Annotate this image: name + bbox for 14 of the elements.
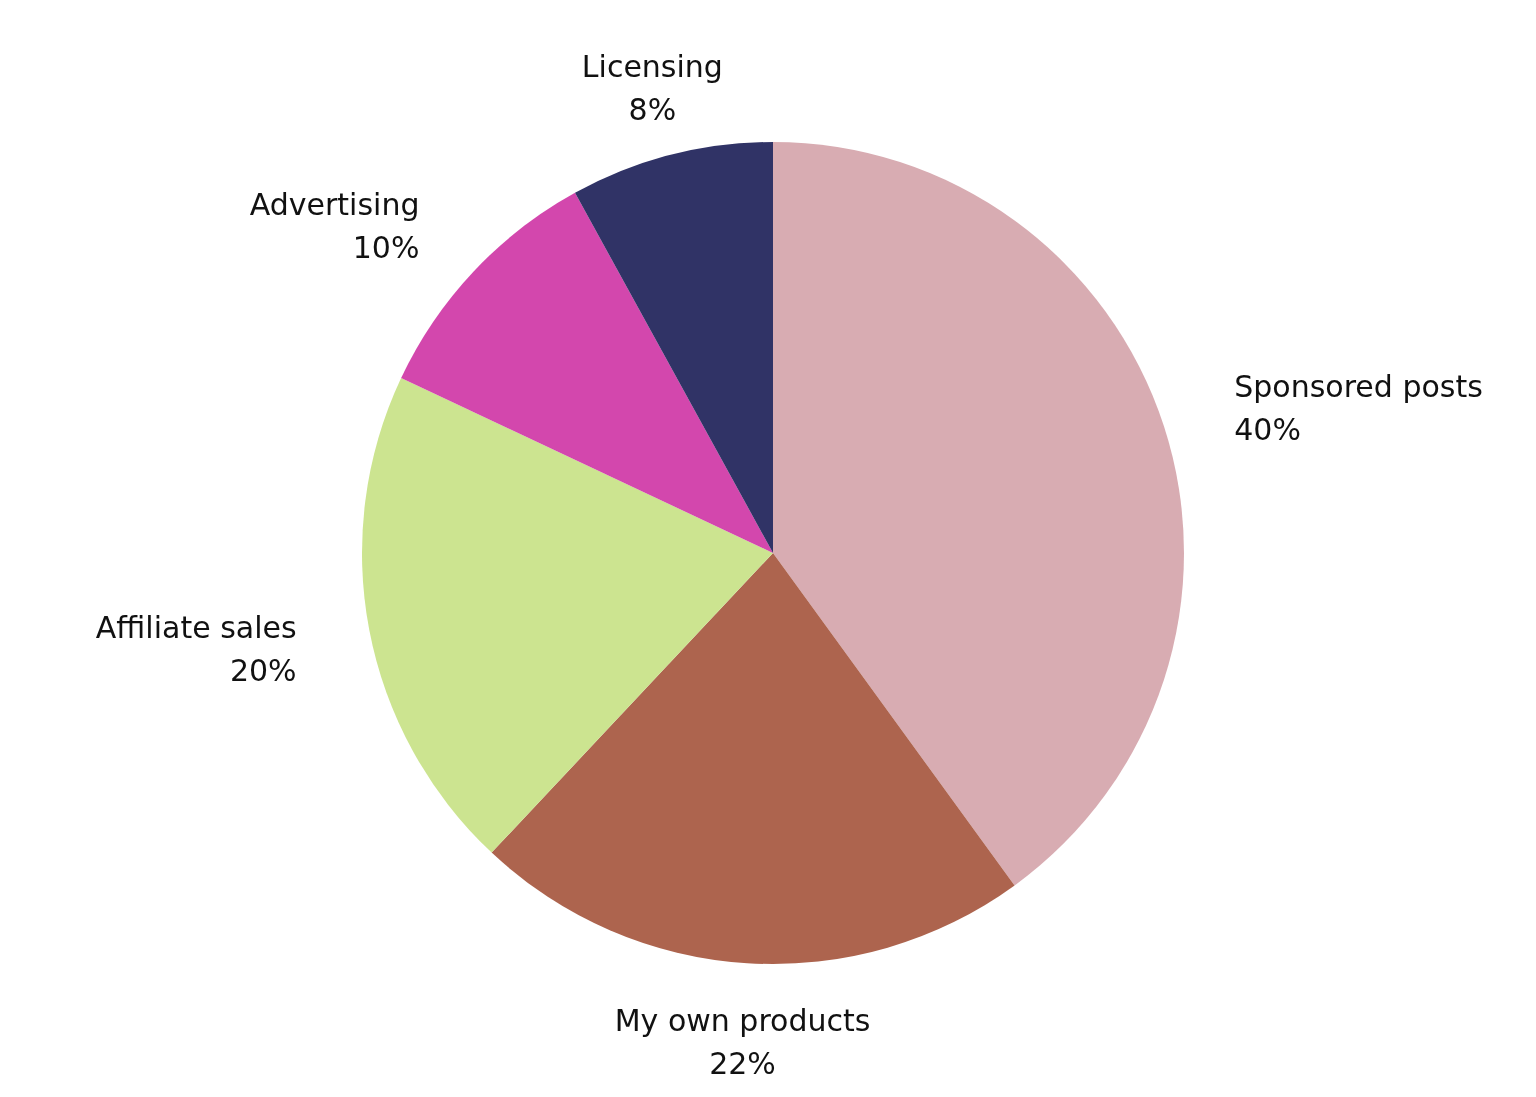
pie-slice: [491, 553, 1015, 964]
slice-label: Licensing: [581, 49, 723, 85]
data-label: 22%: [709, 1046, 776, 1082]
slice-label: Sponsored posts: [1234, 369, 1483, 405]
slice-label: Affiliate sales: [95, 609, 297, 645]
pie-slice: [773, 142, 1184, 886]
data-label: 40%: [1234, 412, 1301, 448]
data-label: 10%: [352, 229, 420, 265]
slice-label: My own products: [614, 1003, 871, 1039]
slice-label: Advertising: [249, 186, 420, 222]
data-label: 8%: [628, 92, 677, 128]
data-label: 20%: [229, 652, 297, 688]
pie-slice: [575, 142, 773, 553]
pie-slice: [362, 378, 773, 853]
